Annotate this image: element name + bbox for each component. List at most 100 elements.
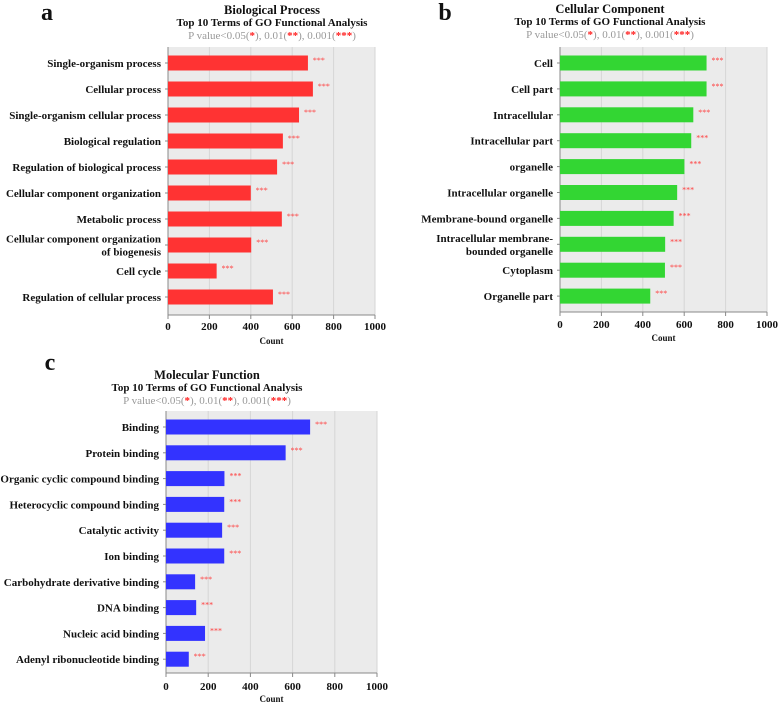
- bar: [166, 548, 225, 564]
- panel-letter: a: [41, 0, 53, 26]
- category-label: Heterocyclic compound binding: [9, 499, 159, 511]
- x-tick-label: 600: [284, 321, 301, 333]
- x-tick-label: 600: [676, 319, 693, 331]
- bar: [166, 522, 223, 538]
- category-label: Cell cycle: [116, 266, 161, 278]
- significance-label: ***: [229, 472, 241, 481]
- bar: [560, 288, 651, 304]
- x-tick-label: 200: [200, 681, 217, 693]
- significance-label: ***: [288, 134, 300, 143]
- bar: [166, 651, 189, 667]
- significance-label: ***: [679, 211, 691, 220]
- pvalue-legend: P value<0.05(*), 0.01(**), 0.001(***): [526, 29, 694, 41]
- category-label: Catalytic activity: [79, 525, 160, 537]
- x-tick-label: 200: [201, 321, 218, 333]
- significance-label: ***: [229, 549, 241, 558]
- significance-label: ***: [222, 264, 234, 273]
- significance-label: ***: [696, 134, 708, 143]
- significance-label: ***: [287, 212, 299, 221]
- significance-label: ***: [210, 626, 222, 635]
- category-label: Biological regulation: [64, 136, 161, 148]
- chart-subtitle: Top 10 Terms of GO Functional Analysis: [515, 16, 707, 28]
- bar: [560, 262, 665, 278]
- category-label: Metabolic process: [77, 214, 162, 226]
- significance-label: ***: [712, 82, 724, 91]
- category-label: organelle: [510, 162, 553, 174]
- bar: [168, 55, 308, 71]
- bar: [166, 445, 286, 461]
- significance-label: ***: [256, 186, 268, 195]
- x-tick-label: 400: [635, 319, 652, 331]
- bar: [560, 236, 666, 252]
- chart-title: Molecular Function: [154, 368, 260, 382]
- significance-label: ***: [670, 237, 682, 246]
- bar: [168, 159, 278, 175]
- chart-title: Biological Process: [224, 3, 320, 17]
- category-label: Membrane-bound organelle: [421, 213, 553, 225]
- x-tick-label: 1000: [366, 681, 389, 693]
- significance-label: ***: [670, 263, 682, 272]
- bar: [168, 237, 252, 253]
- significance-label: ***: [194, 652, 206, 661]
- x-tick-label: 600: [284, 681, 301, 693]
- significance-label: ***: [229, 497, 241, 506]
- bar: [168, 107, 300, 123]
- category-label: Regulation of cellular process: [22, 292, 161, 304]
- category-label: Regulation of biological process: [12, 162, 161, 174]
- bar: [168, 263, 217, 279]
- bar: [560, 210, 674, 226]
- bar: [166, 574, 196, 590]
- bar: [166, 419, 311, 435]
- category-label: Organelle part: [484, 291, 554, 303]
- chart-title: Cellular Component: [555, 2, 665, 16]
- chart-subtitle: Top 10 Terms of GO Functional Analysis: [112, 382, 304, 394]
- significance-label: ***: [682, 186, 694, 195]
- significance-label: ***: [698, 108, 710, 117]
- bar: [166, 625, 206, 641]
- significance-label: ***: [282, 160, 294, 169]
- significance-label: ***: [291, 446, 303, 455]
- category-label: Intracellular part: [470, 136, 553, 148]
- bar: [168, 289, 273, 305]
- category-label: Ion binding: [104, 551, 159, 563]
- x-tick-label: 400: [243, 321, 260, 333]
- significance-label: ***: [655, 289, 667, 298]
- significance-label: ***: [278, 290, 290, 299]
- bar: [168, 211, 282, 227]
- bar: [560, 185, 678, 200]
- significance-label: ***: [227, 523, 239, 532]
- category-label: Cellular component organization: [6, 188, 161, 200]
- bar: [560, 159, 685, 175]
- significance-label: ***: [318, 82, 330, 91]
- x-tick-label: 400: [242, 681, 259, 693]
- x-tick-label: 200: [593, 319, 610, 331]
- panel-letter: b: [438, 0, 451, 26]
- category-label: Single-organism process: [47, 58, 161, 70]
- x-tick-label: 1000: [364, 321, 387, 333]
- bar: [560, 107, 694, 123]
- x-tick-label: 0: [557, 319, 563, 331]
- bar: [560, 55, 707, 71]
- category-label: Single-organism cellular process: [9, 110, 161, 122]
- category-label: DNA binding: [97, 603, 160, 615]
- category-label: Intracellular membrane-bounded organelle: [436, 233, 553, 258]
- category-label: Adenyl ribonucleotide binding: [16, 654, 160, 666]
- bar: [560, 133, 692, 149]
- x-tick-label: 0: [163, 681, 169, 693]
- pvalue-legend: P value<0.05(*), 0.01(**), 0.001(***): [188, 30, 356, 42]
- bar: [560, 81, 707, 97]
- x-tick-label: 800: [327, 681, 344, 693]
- significance-label: ***: [689, 160, 701, 169]
- significance-label: ***: [200, 575, 212, 584]
- bar: [166, 496, 225, 512]
- category-label: Cell part: [511, 84, 553, 96]
- category-label: Intracellular organelle: [447, 188, 553, 200]
- significance-label: ***: [256, 238, 268, 247]
- pvalue-legend: P value<0.05(*), 0.01(**), 0.001(***): [123, 395, 291, 407]
- category-label: Cellular process: [85, 84, 161, 96]
- category-label: Protein binding: [86, 448, 160, 460]
